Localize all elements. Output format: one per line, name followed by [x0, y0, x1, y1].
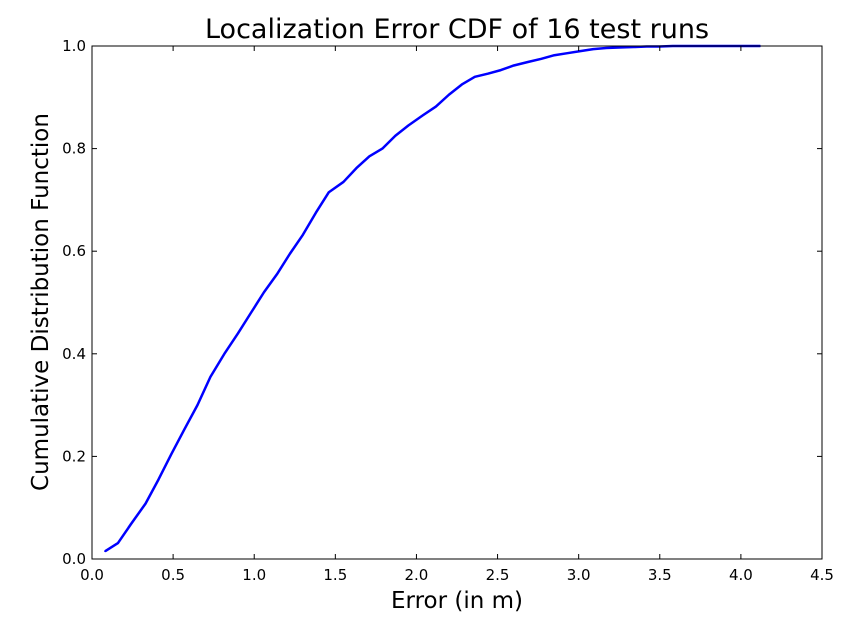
- chart-title: Localization Error CDF of 16 test runs: [205, 14, 709, 45]
- data-point: [117, 542, 119, 544]
- data-point: [448, 93, 450, 96]
- y-tick-label: 0.8: [62, 140, 86, 158]
- data-point: [618, 46, 621, 49]
- x-tick-label: 3.5: [648, 566, 672, 584]
- data-point: [461, 83, 463, 86]
- data-point: [250, 311, 252, 314]
- data-point: [144, 502, 147, 505]
- plot-frame: [91, 45, 823, 560]
- y-tick-label: 0.0: [62, 550, 86, 568]
- data-point: [302, 233, 304, 236]
- x-tick-label: 0.0: [80, 566, 104, 584]
- data-point: [592, 48, 595, 50]
- x-tick-label: 2.0: [405, 566, 429, 584]
- data-point: [487, 72, 489, 75]
- data-point: [224, 351, 226, 354]
- data-point: [209, 376, 212, 378]
- data-point: [104, 550, 106, 553]
- data-point: [315, 211, 317, 214]
- y-tick-label: 0.2: [62, 447, 86, 465]
- y-tick-label: 0.6: [62, 242, 86, 260]
- data-point: [342, 181, 345, 183]
- data-point: [237, 332, 239, 335]
- data-point: [566, 52, 569, 54]
- data-point: [289, 252, 291, 255]
- data-point: [394, 134, 397, 137]
- x-tick-label: 2.5: [486, 566, 510, 584]
- data-point: [328, 191, 330, 194]
- y-axis-ticks: 0.0 0.2 0.4 0.6 0.8 1.0: [62, 37, 822, 568]
- data-point: [474, 75, 476, 78]
- data-point: [553, 54, 556, 57]
- x-tick-label: 0.5: [161, 566, 185, 584]
- y-tick-label: 0.4: [62, 345, 86, 363]
- data-point: [183, 428, 186, 431]
- x-tick-label: 3.0: [567, 566, 591, 584]
- data-point: [540, 58, 543, 60]
- x-tick-label: 1.0: [242, 566, 266, 584]
- data-point: [157, 478, 160, 481]
- data-point: [512, 64, 515, 67]
- data-point: [527, 61, 530, 63]
- data-point: [579, 50, 582, 52]
- data-point: [196, 404, 199, 406]
- data-point: [605, 47, 608, 49]
- y-axis-title: Cumulative Distribution Function: [28, 113, 54, 491]
- data-point: [422, 114, 424, 117]
- data-point: [500, 69, 502, 71]
- data-point: [130, 523, 132, 525]
- data-point: [355, 167, 358, 169]
- data-point: [381, 147, 384, 150]
- x-tick-label: 1.5: [323, 566, 347, 584]
- data-point: [435, 105, 437, 108]
- y-tick-label: 1.0: [62, 37, 86, 55]
- x-tick-label: 4.0: [729, 566, 753, 584]
- data-point: [407, 124, 410, 127]
- data-point: [633, 46, 635, 48]
- data-point: [368, 155, 371, 158]
- x-axis-title: Error (in m): [391, 588, 523, 614]
- x-tick-label: 4.5: [810, 566, 834, 584]
- data-point: [276, 273, 278, 276]
- data-point: [263, 291, 265, 294]
- data-point: [170, 453, 173, 455]
